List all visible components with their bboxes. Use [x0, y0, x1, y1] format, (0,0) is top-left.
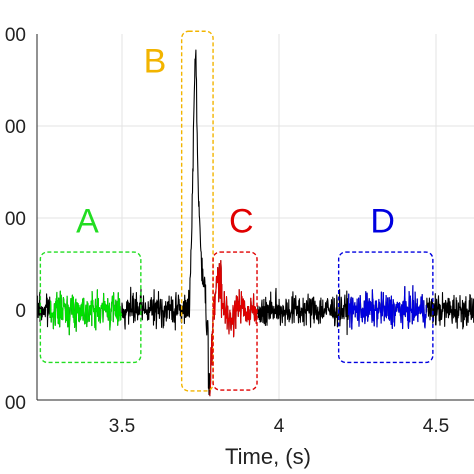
- annotation-label-b: B: [144, 43, 167, 81]
- y-tick-label: 00: [5, 209, 26, 230]
- y-tick-label: 00: [5, 25, 26, 46]
- x-tick-label: 3.5: [109, 416, 135, 437]
- annotation-box-a: [39, 251, 142, 364]
- x-tick-label: 4.5: [423, 416, 449, 437]
- annotation-box-b: [180, 30, 214, 392]
- annotation-label-a: A: [76, 203, 99, 241]
- annotation-label-c: C: [229, 203, 254, 241]
- y-tick-label: 0: [15, 301, 26, 322]
- signal-layer: [36, 49, 474, 397]
- y-tick-label: 00: [5, 393, 26, 414]
- annotation-box-c: [212, 251, 258, 391]
- annotation-boxes: A B C D: [39, 30, 434, 392]
- annotation-label-d: D: [370, 203, 395, 241]
- signal-segment-a: [49, 289, 123, 336]
- annotation-box-d: [337, 251, 434, 364]
- y-tick-label: 00: [5, 117, 26, 138]
- signal-segment-c: [209, 260, 258, 396]
- x-tick-label: 4: [274, 416, 285, 437]
- x-axis-label: Time, (s): [225, 444, 311, 469]
- plot-background: [37, 34, 474, 400]
- signal-segment-d: [347, 285, 427, 330]
